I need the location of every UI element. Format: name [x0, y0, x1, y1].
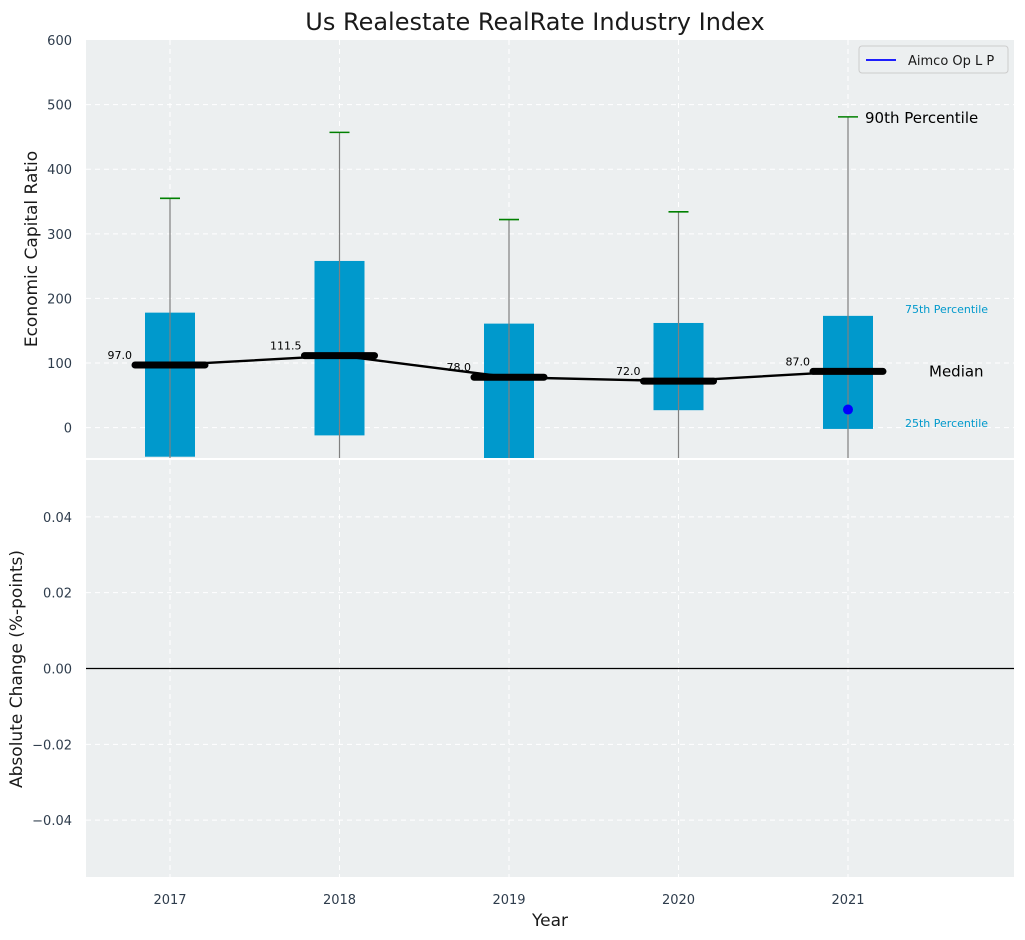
x-tick-label: 2019: [492, 893, 525, 908]
bottom-y-tick-label: −0.04: [32, 814, 72, 829]
x-axis-label: Year: [531, 911, 568, 931]
bottom-y-tick-label: 0.04: [43, 511, 72, 526]
median-trend-line: [169, 354, 849, 383]
annotation-p25: 25th Percentile: [905, 417, 988, 430]
x-tick-label: 2020: [662, 893, 695, 908]
bottom-y-tick-label: −0.02: [32, 738, 72, 753]
x-tick-label: 2017: [153, 893, 186, 908]
top-y-tick-label: 200: [47, 292, 72, 307]
top-y-tick-label: 100: [47, 357, 72, 372]
median-label-2020: 72.0: [616, 365, 641, 378]
annotation-p75: 75th Percentile: [905, 303, 988, 316]
median-label-2019: 78.0: [447, 361, 472, 374]
x-ticks: 2017 2018 2019 2020 2021: [153, 893, 864, 908]
median-label-2017: 97.0: [108, 349, 133, 362]
bottom-y-tick-label: 0.00: [43, 663, 72, 678]
chart-title: Us Realestate RealRate Industry Index: [305, 8, 764, 36]
company-point-2021: [843, 404, 853, 415]
legend-entry: Aimco Op L P: [908, 54, 994, 69]
bottom-y-tick-label: 0.02: [43, 587, 72, 602]
top-y-ticks: 0 100 200 300 400 500 600: [47, 34, 72, 437]
top-plot-area: [86, 40, 1014, 458]
median-label-2018: 111.5: [270, 340, 302, 353]
bottom-y-ticks: −0.04 −0.02 0.00 0.02 0.04: [32, 511, 72, 829]
bottom-grid: [86, 460, 1014, 877]
median-label-2021: 87.0: [786, 355, 811, 368]
percentile-annotations: 97.0 111.5 78.0 72.0 87.0 90th Percentile 75th…: [108, 109, 989, 430]
top-y-tick-label: 500: [47, 99, 72, 114]
box-plots: [131, 116, 887, 458]
x-tick-label: 2021: [831, 893, 864, 908]
x-tick-label: 2018: [323, 893, 356, 908]
legend-frame: [858, 45, 1009, 74]
bottom-y-axis-label: Absolute Change (%-points): [7, 550, 27, 788]
top-y-tick-label: 0: [64, 422, 72, 437]
top-y-tick-label: 600: [47, 34, 72, 49]
top-y-tick-label: 300: [47, 228, 72, 243]
legend: Aimco Op L P: [858, 45, 1009, 74]
top-y-tick-label: 400: [47, 163, 72, 178]
top-y-axis-label: Economic Capital Ratio: [22, 151, 42, 347]
annotation-median: Median: [929, 362, 984, 380]
median-trend: [169, 354, 849, 383]
annotation-p90: 90th Percentile: [865, 109, 978, 127]
